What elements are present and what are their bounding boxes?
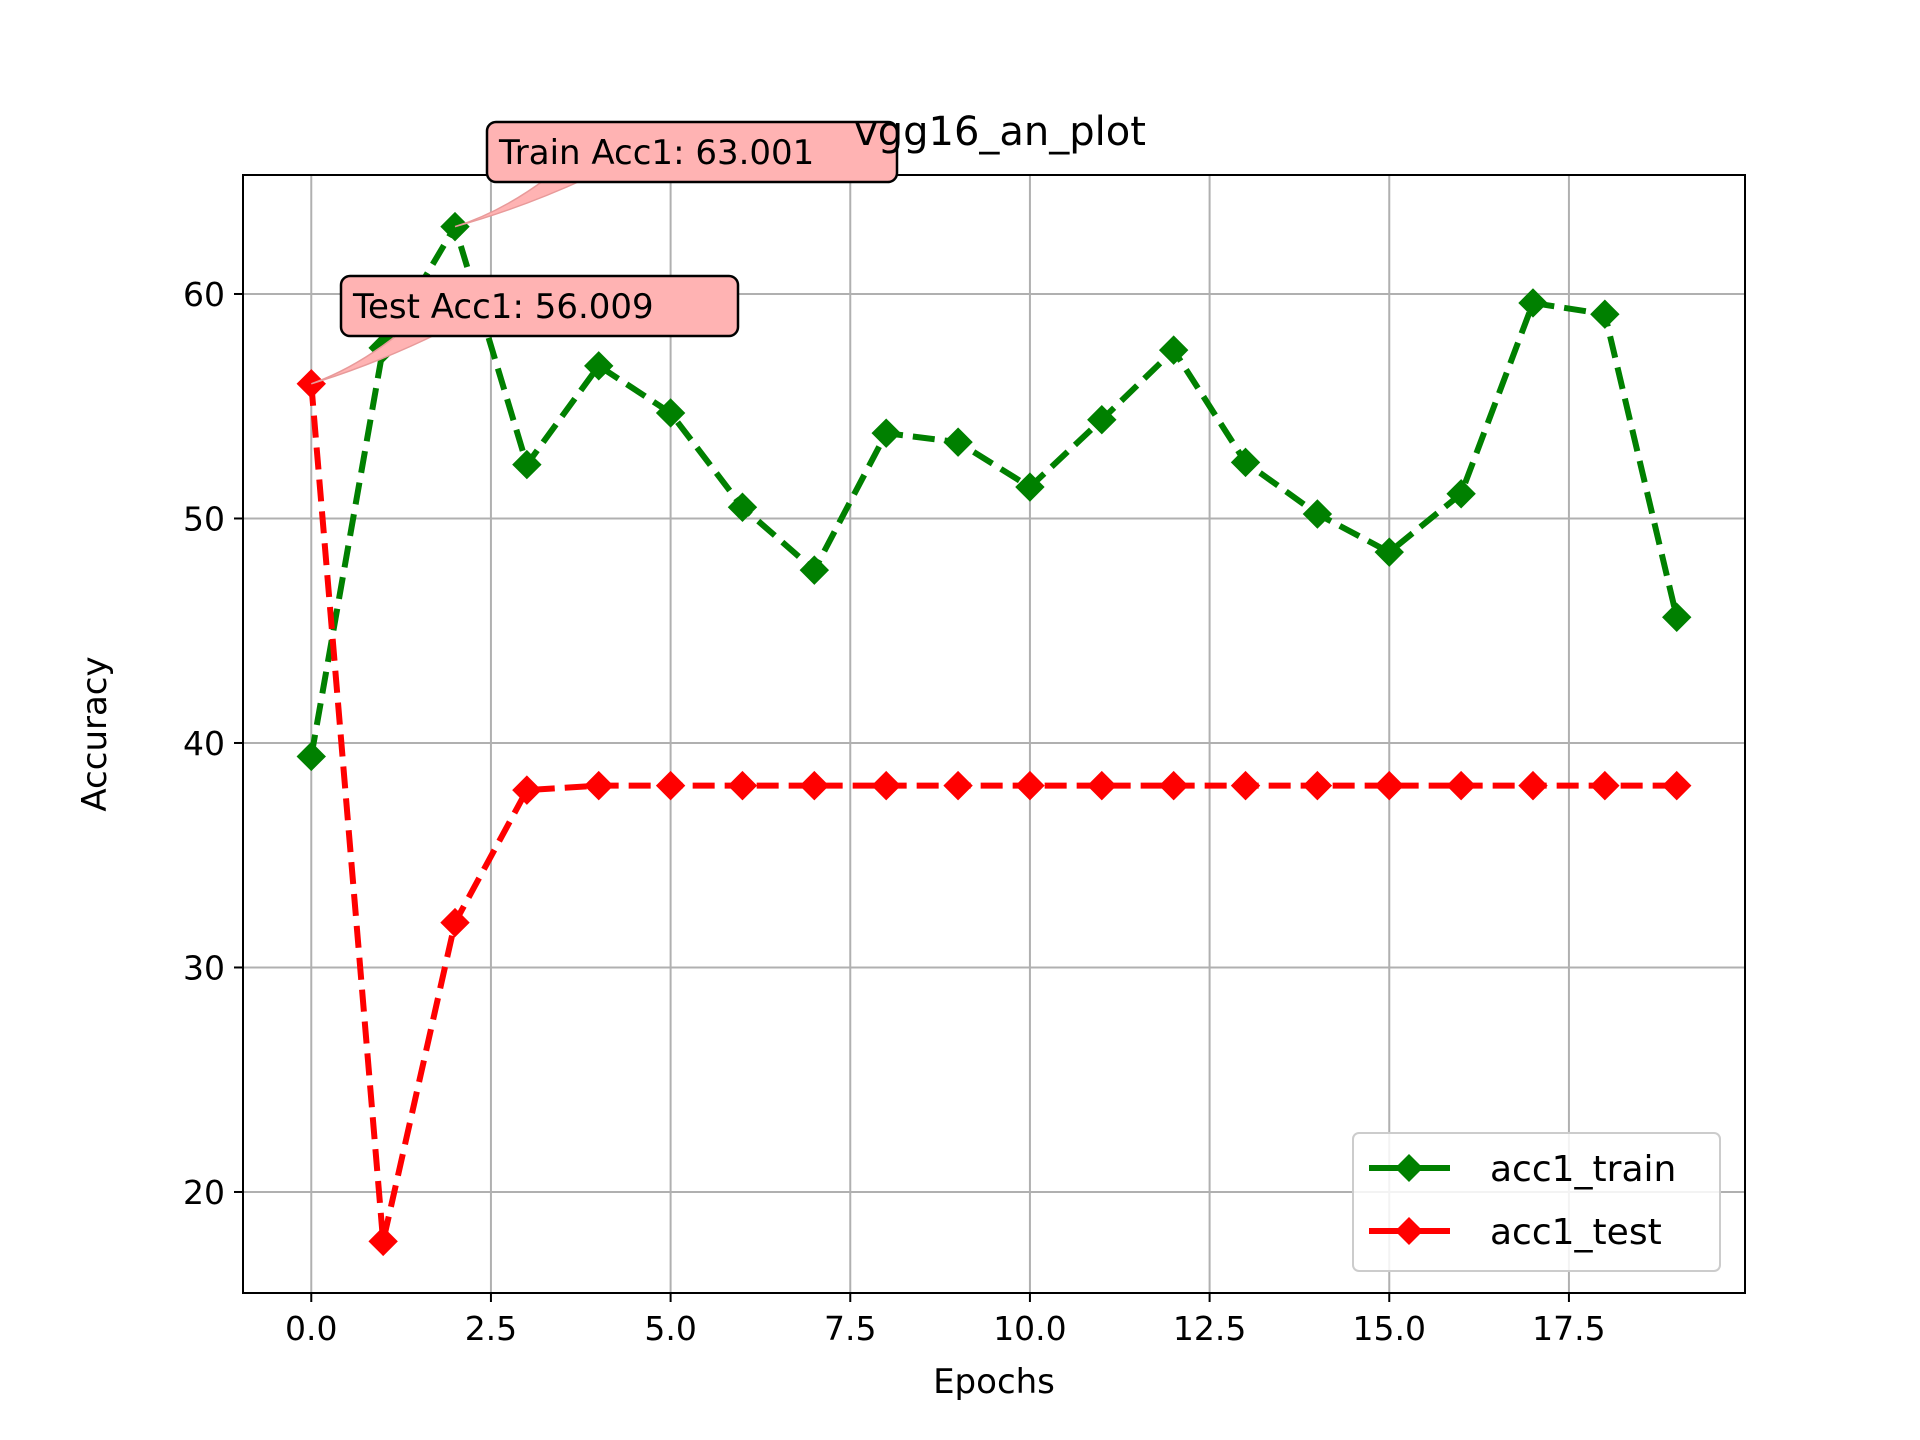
chart-title: vgg16_an_plot (854, 109, 1146, 155)
y-tick-label: 60 (183, 275, 225, 314)
axes-frame (242, 174, 1746, 1294)
data-point (296, 741, 326, 772)
data-point (1230, 447, 1261, 478)
data-point (1087, 404, 1117, 435)
data-point (368, 1226, 398, 1257)
data-point (1662, 602, 1692, 632)
data-point (512, 449, 542, 480)
data-point (871, 770, 901, 801)
legend: acc1_train acc1_test (1352, 1132, 1721, 1272)
data-point (1662, 770, 1692, 801)
x-tick-label: 10.0 (993, 1309, 1066, 1348)
grid (243, 175, 1745, 1293)
x-tick-label: 12.5 (1173, 1309, 1246, 1348)
data-point (1374, 537, 1404, 567)
data-point (1374, 770, 1404, 801)
data-point (799, 555, 830, 585)
annotation: Train Acc1: 63.001 (454, 120, 899, 228)
series-line (308, 223, 1680, 757)
data-point (1302, 499, 1333, 529)
annotation-box (485, 120, 899, 184)
annotation-text: Train Acc1: 63.001 (498, 133, 814, 173)
y-tick-label: 50 (183, 499, 225, 538)
data-point (1015, 472, 1045, 502)
data-point (655, 398, 686, 428)
data-point (440, 907, 470, 938)
data-point (1590, 770, 1620, 801)
data-point (1518, 288, 1548, 318)
data-point (1590, 299, 1620, 329)
x-axis-label: Epochs (933, 1362, 1055, 1402)
data-point (655, 770, 686, 801)
series-acc1_test (296, 369, 1692, 1257)
annotation: Test Acc1: 56.009 (311, 274, 740, 385)
annotations: Train Acc1: 63.001 Test Acc1: 56.009 (311, 120, 899, 385)
y-tick-label: 20 (183, 1173, 225, 1212)
legend-entry: acc1_train (1369, 1149, 1676, 1190)
series-layer (296, 211, 1692, 1257)
data-point (1518, 770, 1548, 801)
data-point (727, 492, 758, 522)
x-tick-label: 5.0 (644, 1309, 696, 1348)
data-point (584, 770, 614, 801)
data-point (943, 770, 973, 801)
data-point (1302, 770, 1333, 801)
data-point (1087, 770, 1117, 801)
x-tick-label: 17.5 (1532, 1309, 1605, 1348)
data-point (1446, 770, 1476, 801)
annotation-box (339, 274, 740, 338)
data-point (727, 770, 758, 801)
legend-entry: acc1_test (1369, 1212, 1662, 1253)
data-point (1446, 479, 1476, 509)
data-point (943, 427, 973, 457)
data-point (1230, 770, 1261, 801)
data-point (1158, 335, 1189, 365)
x-tick-label: 0.0 (285, 1309, 337, 1348)
series-acc1_train (296, 211, 1692, 772)
legend-marker (1395, 1217, 1423, 1245)
data-point (1015, 770, 1045, 801)
data-point (584, 351, 614, 381)
x-tick-label: 15.0 (1353, 1309, 1426, 1348)
legend-label: acc1_train (1490, 1149, 1676, 1190)
x-tick-label: 2.5 (465, 1309, 517, 1348)
legend-marker (1395, 1154, 1423, 1182)
axis-ticks: 0.0 2.5 5.0 7.5 10.0 12.5 15.0 17.5 20 30 40 50 60 (183, 275, 1606, 1348)
data-point (1158, 770, 1189, 801)
legend-label: acc1_test (1490, 1212, 1662, 1253)
y-axis-label: Accuracy (75, 656, 115, 811)
data-point (871, 418, 901, 448)
data-point (799, 770, 830, 801)
y-tick-label: 30 (183, 948, 225, 987)
annotation-text: Test Acc1: 56.009 (352, 287, 654, 327)
data-point (512, 775, 542, 805)
x-tick-label: 7.5 (824, 1309, 876, 1348)
y-tick-label: 40 (183, 724, 225, 763)
